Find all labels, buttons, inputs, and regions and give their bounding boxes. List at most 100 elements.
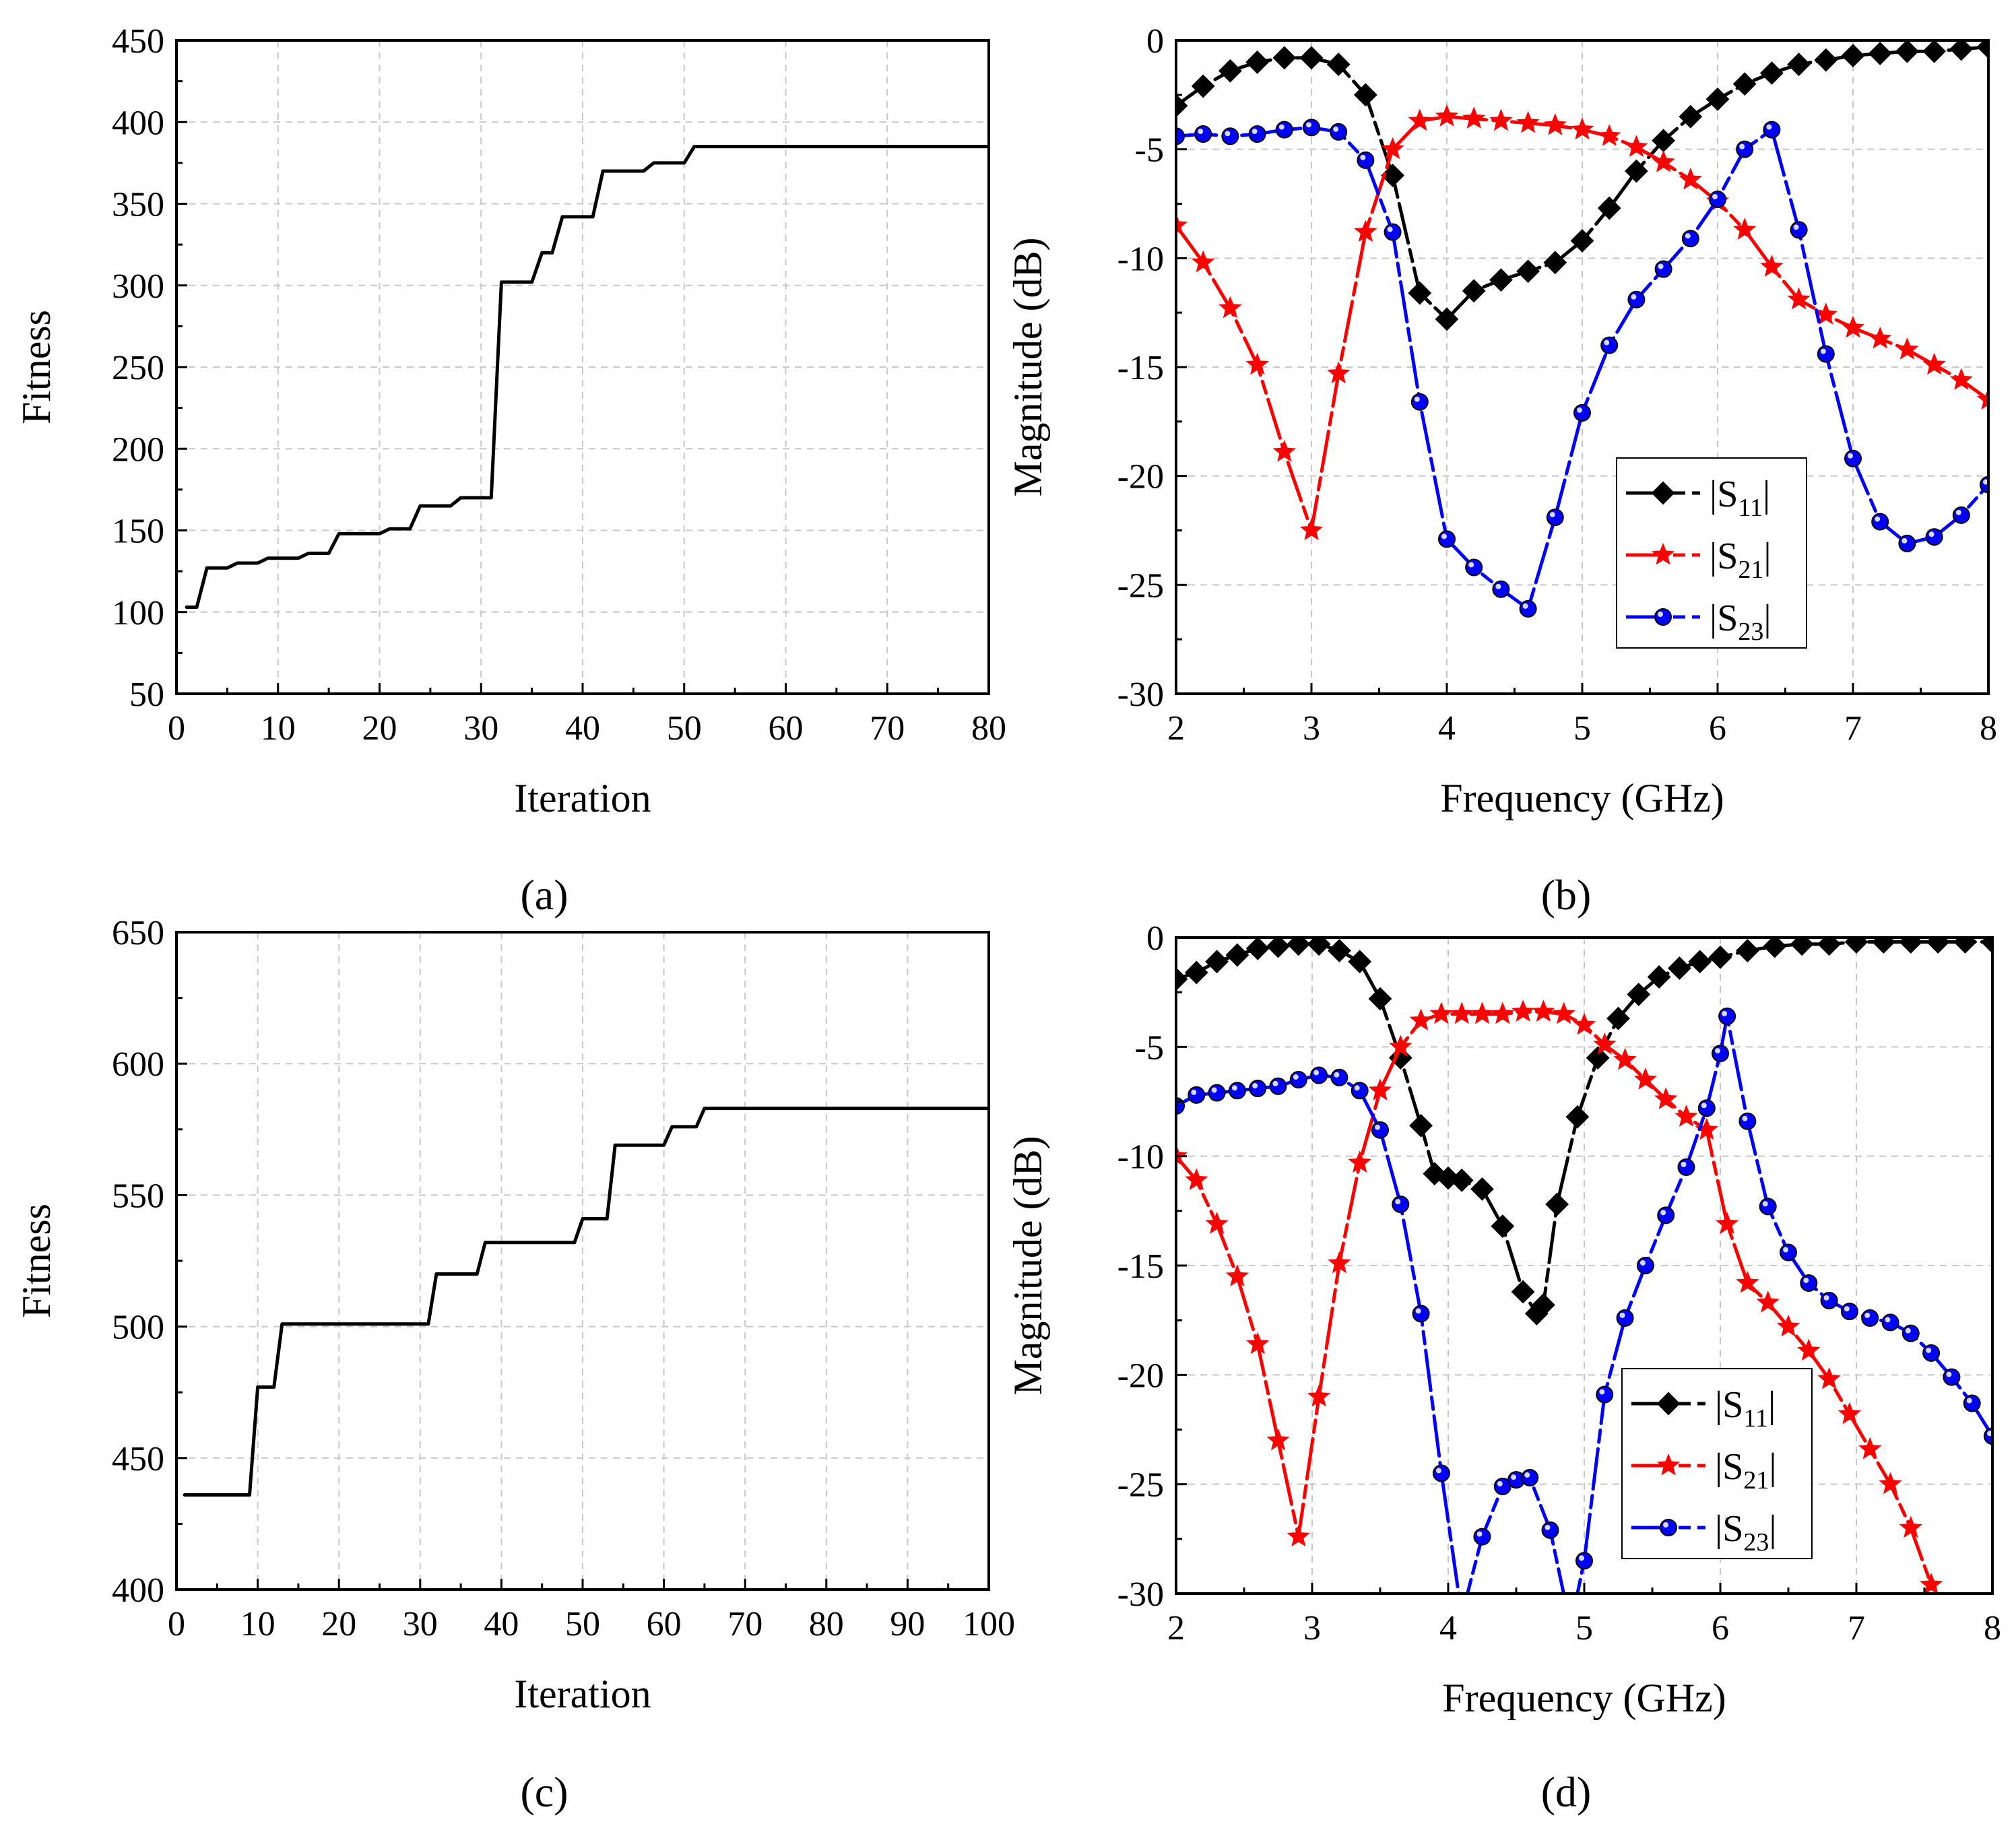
data-point	[1654, 260, 1672, 278]
chart-a: 0 10 20 30 40 50 60 70 80 50 100 150 200 250 300 350 400…	[14, 22, 1006, 820]
x-axis-title: Frequency (GHz)	[1440, 776, 1724, 820]
data-point	[1627, 290, 1646, 308]
legend: |S11| |S21| |S23|	[1621, 1368, 1813, 1559]
data-point	[1205, 950, 1229, 974]
data-point	[1176, 1144, 1188, 1167]
data-point	[1800, 1274, 1818, 1292]
chart-d: 2 3 4 5 6 7 8 0 -5 -10 -15 -20 -25 -30 Frequency (GHz)…	[1006, 919, 2001, 1720]
data-point	[1922, 1344, 1941, 1362]
data-point	[1299, 518, 1324, 541]
data-point	[1667, 956, 1691, 980]
y-tick-label: 0	[1146, 919, 1164, 958]
data-point	[1541, 1521, 1559, 1539]
data-point	[1408, 281, 1432, 305]
y-tick-label: 550	[112, 1177, 164, 1215]
data-point	[1625, 135, 1648, 158]
data-point	[1943, 1368, 1961, 1386]
data-point	[1353, 83, 1377, 107]
data-point	[1465, 558, 1483, 577]
x-tick-label: 0	[168, 709, 185, 748]
data-point	[1245, 50, 1270, 74]
data-point	[1732, 72, 1757, 96]
data-point	[1531, 1293, 1555, 1317]
x-tick-label: 20	[362, 709, 397, 748]
x-tick-label: 7	[1844, 709, 1862, 748]
data-point	[1919, 1572, 1943, 1594]
y-tick-label: 200	[112, 430, 164, 469]
series-layer	[183, 1107, 989, 1497]
data-point	[1712, 1045, 1729, 1063]
legend-label: |S23|	[1715, 1508, 1777, 1557]
y-tick-label: -30	[1117, 1575, 1164, 1614]
y-axis-title: Magnitude (dB)	[1006, 1136, 1050, 1396]
data-point	[1543, 113, 1567, 135]
caption-a: (a)	[520, 871, 568, 919]
data-point	[1598, 124, 1621, 146]
data-point	[1797, 1338, 1821, 1361]
data-point	[1575, 1552, 1593, 1570]
y-tick-label: 400	[112, 1571, 164, 1610]
data-point	[1790, 221, 1808, 239]
data-point	[1949, 368, 1973, 390]
data-point	[1492, 580, 1510, 598]
data-point	[1820, 1291, 1838, 1309]
data-point	[1709, 191, 1726, 209]
data-point	[1521, 1468, 1539, 1486]
data-point	[1841, 315, 1865, 338]
data-point	[1565, 1105, 1590, 1129]
data-point	[1844, 449, 1862, 467]
data-point	[1735, 939, 1759, 962]
data-point	[1409, 1113, 1433, 1138]
data-point	[1450, 1002, 1474, 1024]
y-tick-label: 450	[112, 1440, 164, 1478]
data-point	[1371, 1121, 1389, 1139]
data-point	[1543, 251, 1567, 275]
data-point	[1432, 1464, 1450, 1482]
y-tick-label: -5	[1135, 131, 1164, 170]
data-point	[1790, 938, 1814, 956]
data-point	[1462, 106, 1486, 129]
data-point	[1462, 279, 1486, 303]
data-point	[1606, 1006, 1630, 1030]
data-point	[1760, 255, 1784, 277]
data-point	[1470, 1177, 1494, 1201]
data-point	[1814, 48, 1838, 72]
data-point	[1901, 1324, 1920, 1342]
data-point	[1188, 1086, 1206, 1104]
data-point	[1348, 950, 1372, 974]
series-line	[183, 1107, 989, 1497]
y-tick-label: -20	[1117, 1356, 1164, 1395]
caption-b: (b)	[1541, 871, 1592, 919]
data-point	[1759, 1198, 1777, 1216]
data-point	[1368, 987, 1392, 1011]
y-tick-label: -20	[1117, 458, 1164, 496]
y-tick-label: -25	[1117, 1466, 1164, 1505]
data-point	[1348, 1150, 1371, 1173]
data-point	[1817, 1367, 1841, 1389]
x-tick-label: 100	[963, 1605, 1015, 1643]
y-tick-label: 600	[112, 1045, 164, 1084]
data-point	[1705, 87, 1730, 111]
x-tick-label: 40	[565, 709, 600, 748]
data-point	[1249, 1080, 1267, 1098]
data-point	[1208, 1084, 1226, 1102]
x-tick-label: 6	[1712, 1609, 1729, 1647]
x-tick-label: 5	[1575, 1609, 1593, 1647]
data-point	[1572, 1012, 1596, 1035]
data-point	[1570, 229, 1594, 253]
x-tick-label: 30	[463, 709, 498, 748]
data-point	[1511, 1000, 1535, 1022]
x-tick-label: 6	[1709, 709, 1726, 748]
series-layer	[185, 145, 989, 609]
legend-label: |S21|	[1710, 535, 1771, 584]
x-tick-label: 8	[1984, 1609, 2001, 1647]
legend-marker	[1651, 481, 1675, 505]
y-axis-title: Fitness	[14, 310, 59, 424]
data-point	[1613, 1047, 1637, 1070]
x-tick-label: 10	[240, 1605, 275, 1643]
x-tick-label: 5	[1573, 709, 1591, 748]
x-tick-label: 50	[565, 1605, 600, 1643]
legend-marker	[1651, 542, 1675, 565]
x-tick-label: 90	[890, 1605, 925, 1643]
x-tick-label: 20	[321, 1605, 356, 1643]
